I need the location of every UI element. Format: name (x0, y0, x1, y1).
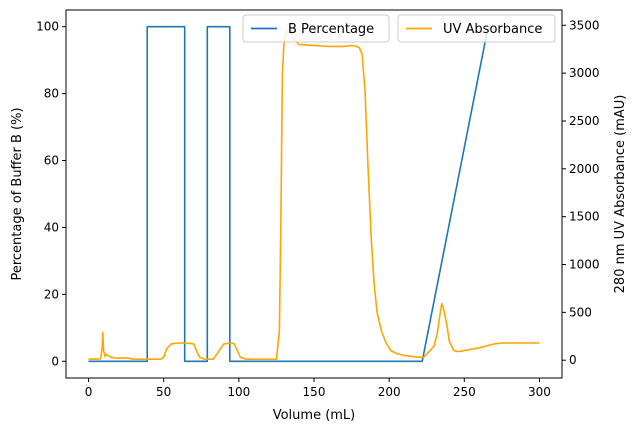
right-y-axis: 0 500 1000 1500 2000 2500 3000 3500 (562, 18, 600, 367)
left-y-tick-label: 80 (44, 87, 59, 101)
x-tick-label: 50 (156, 385, 171, 399)
right-y-tick-label: 1500 (569, 210, 600, 224)
plot-area (66, 10, 562, 378)
x-tick-label: 200 (378, 385, 401, 399)
legend-b-label: B Percentage (288, 22, 374, 37)
left-y-tick-label: 100 (36, 20, 59, 34)
x-tick-label: 250 (453, 385, 476, 399)
right-y-tick-label: 1000 (569, 258, 600, 272)
right-y-tick-label: 2500 (569, 114, 600, 128)
right-y-tick-label: 3000 (569, 66, 600, 80)
right-y-tick-label: 3500 (569, 18, 600, 32)
legend-b-box (242, 14, 390, 43)
legend-uv-box (397, 14, 556, 43)
legend-uv-absorbance: UV Absorbance (397, 14, 556, 43)
x-axis-label: Volume (mL) (273, 408, 356, 423)
left-y-tick-label: 40 (44, 220, 59, 234)
left-y-axis-label: Percentage of Buffer B (%) (10, 107, 25, 280)
x-tick-label: 100 (227, 385, 250, 399)
x-axis: 0 50 100 150 200 250 300 (85, 378, 551, 399)
legend-b-percentage: B Percentage (242, 14, 390, 43)
x-tick-label: 300 (528, 385, 551, 399)
series-line-b-percentage (88, 25, 491, 363)
right-y-axis-label: 280 nm UV Absorbance (mAU) (613, 95, 628, 294)
legend-uv-label: UV Absorbance (443, 22, 542, 37)
right-y-tick-label: 0 (569, 353, 577, 367)
x-tick-label: 150 (303, 385, 326, 399)
left-y-axis: 0 20 40 60 80 100 (36, 20, 66, 368)
left-y-tick-label: 20 (44, 287, 59, 301)
right-y-tick-label: 2000 (569, 162, 600, 176)
left-y-tick-label: 60 (44, 154, 59, 168)
x-tick-label: 0 (85, 385, 93, 399)
left-y-tick-label: 0 (51, 354, 59, 368)
right-y-tick-label: 500 (569, 305, 592, 319)
